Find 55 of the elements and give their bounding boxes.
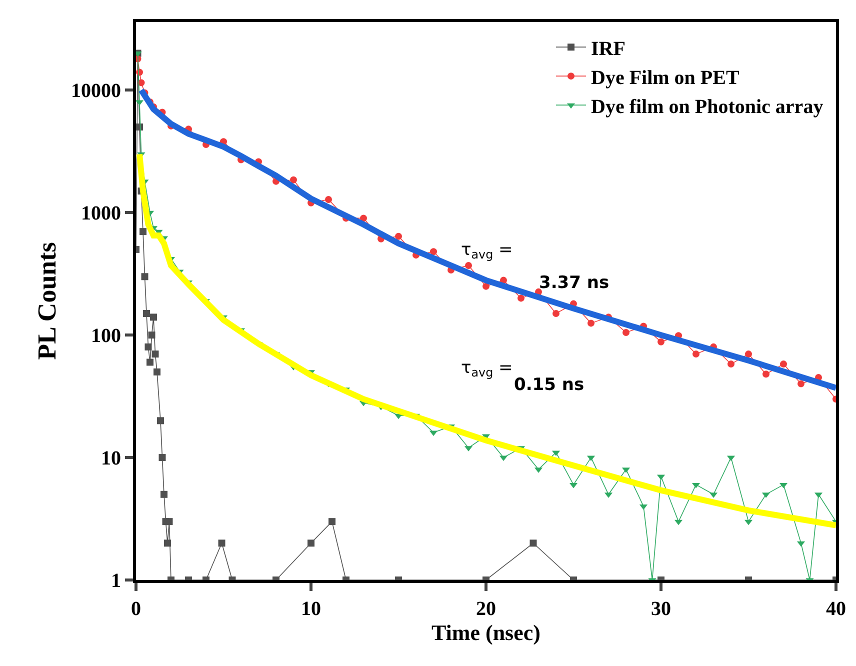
x-tick-label: 20 — [476, 598, 496, 620]
point — [140, 228, 146, 236]
point — [798, 380, 804, 388]
point — [622, 328, 630, 336]
point — [308, 540, 314, 547]
point — [152, 350, 159, 358]
legend-label: IRF — [591, 38, 626, 60]
point — [157, 417, 164, 424]
point — [518, 294, 524, 302]
point — [158, 454, 166, 462]
point — [692, 350, 700, 358]
annotation: 3.37 ns — [539, 273, 610, 293]
point — [325, 196, 332, 203]
point — [148, 332, 156, 339]
y-tick-label: 100 — [91, 325, 121, 348]
y-tick-label: 10 — [101, 448, 121, 470]
point — [143, 310, 150, 317]
point — [745, 350, 752, 358]
annotation: τ$_{avg}$ = — [461, 358, 513, 380]
x-tick-label: 40 — [826, 598, 846, 620]
annotation: τ$_{avg}$ = — [461, 240, 513, 262]
x-tick-label: 30 — [651, 598, 671, 620]
x-axis-title: Time (nsec) — [432, 620, 540, 645]
annotation: 0.15 ns — [514, 375, 584, 395]
point — [166, 518, 173, 526]
point — [218, 540, 226, 547]
y-axis-title: PL Counts — [32, 242, 62, 360]
x-tick-label: 10 — [301, 598, 321, 620]
point — [360, 214, 367, 222]
point — [150, 314, 157, 321]
point — [482, 282, 490, 290]
y-tick-label: 1000 — [81, 202, 121, 225]
point — [154, 368, 160, 376]
point — [160, 490, 168, 498]
point — [164, 540, 171, 547]
point — [144, 343, 152, 350]
point — [328, 518, 336, 526]
point — [552, 310, 560, 317]
x-tick-label: 0 — [131, 598, 141, 620]
point — [588, 320, 594, 327]
legend-label: Dye Film on PET — [591, 66, 740, 89]
point — [290, 176, 297, 184]
point — [530, 540, 537, 547]
point — [762, 370, 770, 378]
y-tick-label: 10000 — [71, 80, 121, 102]
point — [780, 360, 787, 368]
point — [146, 358, 154, 366]
y-tick-label: 1 — [111, 570, 121, 592]
point — [658, 338, 664, 346]
point — [141, 273, 148, 280]
point — [728, 360, 734, 368]
point — [395, 232, 402, 240]
legend-label: Dye film on Photonic array — [591, 96, 824, 118]
point — [430, 248, 437, 256]
point — [465, 262, 472, 269]
